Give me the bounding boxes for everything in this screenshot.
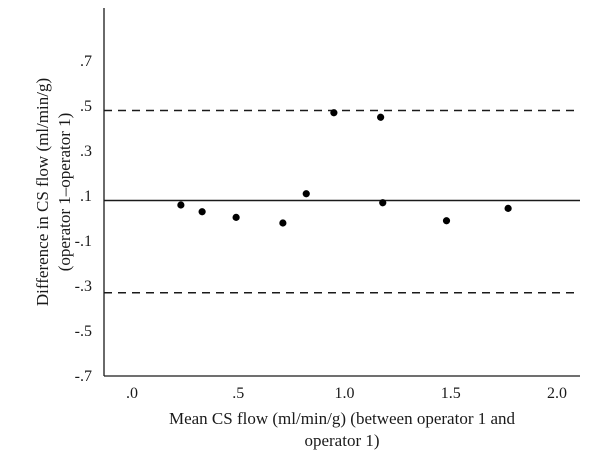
x-axis-title-line: operator 1) — [304, 431, 379, 450]
data-point — [504, 204, 512, 212]
data-point — [379, 199, 387, 207]
x-tick-label: 1.5 — [441, 385, 461, 402]
y-tick-label: .1 — [80, 188, 92, 205]
data-point — [232, 213, 240, 221]
y-axis-title-line: (operator 1–operator 1) — [55, 113, 74, 272]
x-axis-title-line: Mean CS flow (ml/min/g) (between operato… — [169, 409, 516, 428]
y-tick-label: -.1 — [75, 233, 92, 250]
data-point — [442, 217, 451, 225]
x-tick-label: 1.0 — [335, 385, 355, 402]
data-point — [198, 208, 206, 216]
y-tick-label: .7 — [80, 53, 92, 70]
x-tick-label: 2.0 — [547, 385, 567, 402]
data-point — [377, 113, 385, 121]
y-tick-label: .3 — [80, 143, 92, 160]
data-point — [302, 190, 310, 198]
y-tick-label: -.7 — [75, 368, 92, 385]
data-point — [279, 219, 287, 227]
data-point — [330, 109, 338, 117]
x-tick-label: .5 — [232, 385, 244, 402]
y-tick-label: .5 — [80, 98, 92, 115]
y-tick-label: -.3 — [75, 278, 92, 295]
y-axis-title-line: Difference in CS flow (ml/min/g) — [33, 78, 52, 306]
y-tick-label: -.5 — [75, 323, 92, 340]
data-point — [177, 201, 185, 209]
x-tick-label: .0 — [126, 385, 138, 402]
